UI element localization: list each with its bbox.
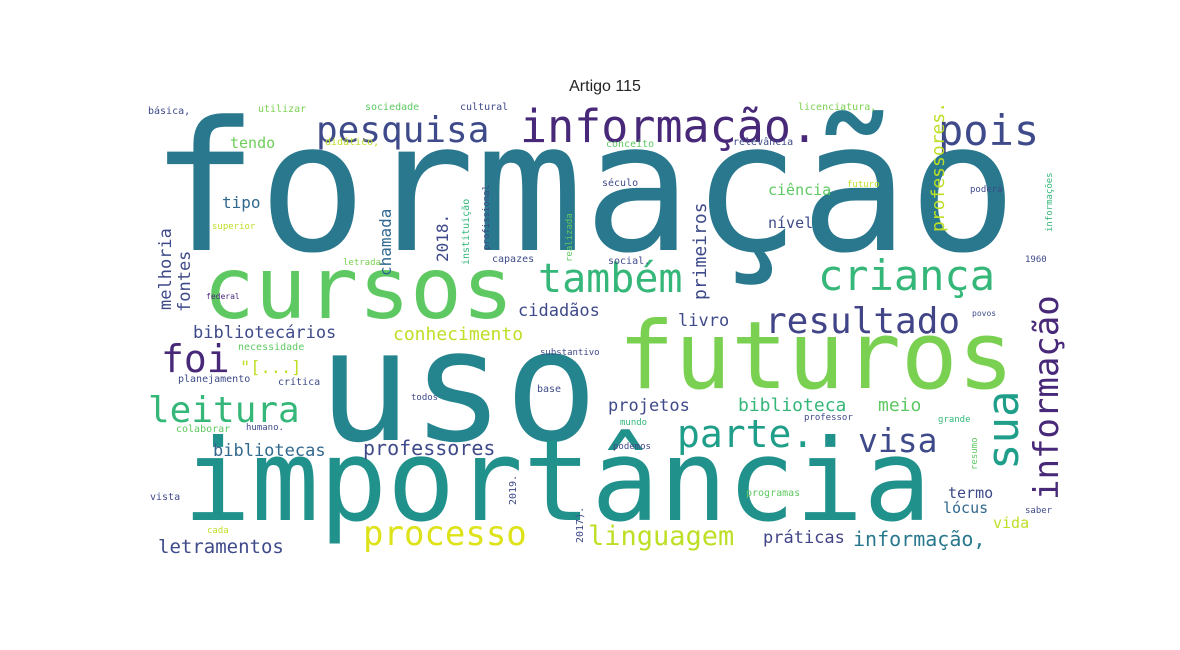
word: base: [537, 384, 561, 395]
word: futuro: [847, 180, 880, 190]
word: nível: [768, 214, 813, 232]
word: vista: [150, 492, 180, 503]
word: informação: [1027, 295, 1067, 500]
word: melhoria: [156, 228, 176, 310]
word: programas: [746, 488, 800, 499]
word: uso: [318, 296, 598, 477]
word: licenciatura,: [798, 102, 876, 113]
word: 2018.: [433, 214, 452, 262]
word: humano.: [246, 423, 284, 433]
word: meio: [878, 395, 921, 416]
word: ciência: [768, 181, 831, 199]
word: formação: [150, 84, 1017, 293]
word: sociedade: [365, 102, 419, 113]
word: bibliotecas: [213, 441, 326, 461]
word: primeiros: [690, 202, 711, 300]
word: 2017).: [575, 507, 586, 543]
word: pesquisa: [316, 110, 489, 151]
word: podemos: [613, 442, 651, 452]
word: grande: [938, 415, 971, 425]
word: saber: [1025, 506, 1053, 516]
word: criança: [818, 251, 995, 300]
word: capazes: [492, 254, 534, 265]
word: realizada: [565, 213, 575, 262]
word: chamada: [376, 209, 395, 276]
word: letrada: [343, 258, 381, 268]
word: fontes: [175, 251, 195, 312]
word: social.: [608, 256, 650, 267]
word: vida: [993, 514, 1029, 532]
word: lócus: [943, 499, 988, 517]
word: utilizar: [258, 104, 306, 115]
word: crítica: [278, 376, 320, 388]
word: termo: [948, 484, 993, 502]
word: substantivo: [540, 348, 600, 358]
word: federal: [206, 292, 240, 301]
word: resultado: [765, 301, 960, 342]
word: processo: [363, 514, 527, 554]
word: básica,: [148, 105, 190, 117]
word: leitura: [148, 390, 300, 431]
word: necessidade: [238, 342, 304, 353]
word: conhecimento: [393, 324, 523, 345]
word: cursos: [203, 239, 514, 339]
word: informação,: [853, 527, 985, 551]
word: 2019.: [508, 475, 519, 505]
word: "[...]: [240, 358, 301, 378]
word: foi: [161, 337, 230, 381]
word: cada: [207, 526, 229, 536]
word: mundo: [620, 418, 647, 428]
word: poderá: [970, 185, 1003, 195]
word: cultural: [460, 102, 508, 113]
word: relevância: [733, 136, 793, 148]
word: futuros: [618, 302, 1014, 411]
word: livro: [678, 311, 729, 331]
word: linguagem: [588, 521, 734, 552]
word: importância: [183, 415, 931, 547]
word: parte.: [677, 412, 814, 456]
word: pois: [938, 106, 1039, 155]
word: sua: [978, 391, 1029, 470]
word: superior: [212, 222, 256, 232]
word: professor: [804, 413, 853, 423]
word: bibliotecários: [193, 323, 336, 343]
word: todos: [411, 393, 438, 403]
word: práticas: [763, 528, 845, 548]
word: resumo: [970, 437, 980, 470]
word: projetos: [608, 396, 690, 416]
word: colaborar: [176, 424, 230, 435]
word: cidadãos: [518, 301, 600, 321]
word: 1960: [1025, 255, 1047, 265]
word: didático,: [325, 136, 379, 148]
word: planejamento: [178, 374, 250, 385]
word: século: [602, 177, 638, 189]
word: professores: [363, 436, 495, 460]
word: profissional: [482, 185, 492, 250]
word: biblioteca: [738, 395, 846, 416]
word: conceito: [606, 139, 654, 150]
word: informação.: [520, 100, 818, 153]
word: tipo: [222, 193, 261, 212]
word: tendo: [230, 134, 275, 152]
word: informações: [1045, 172, 1055, 232]
word: instituição: [461, 199, 472, 265]
word: povos: [972, 309, 996, 318]
word: visa: [858, 421, 937, 460]
word: professores.: [928, 102, 949, 232]
chart-title: Artigo 115: [569, 78, 641, 95]
word: letramentos: [158, 536, 284, 558]
word: também: [538, 256, 683, 302]
